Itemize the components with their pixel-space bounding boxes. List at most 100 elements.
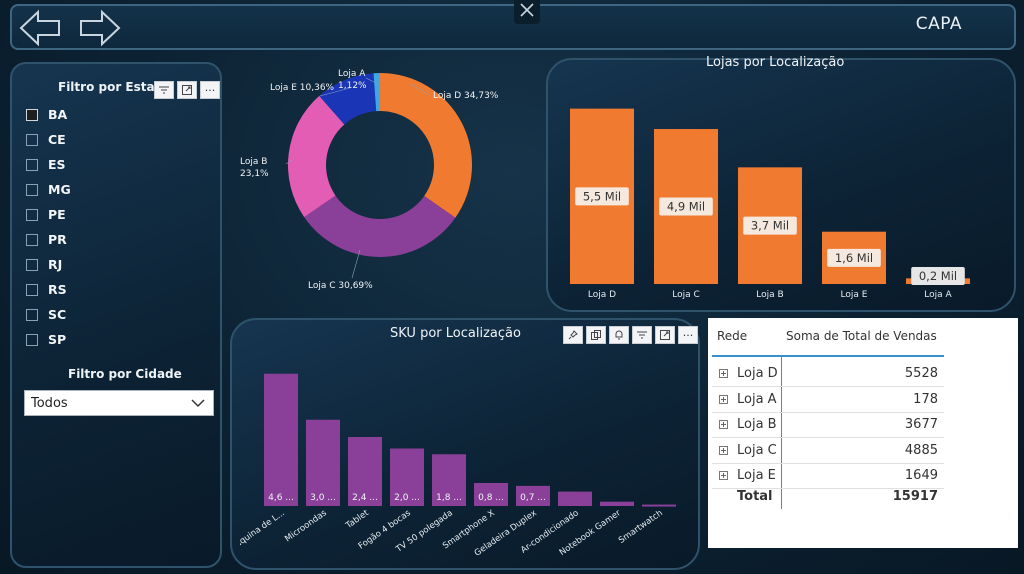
axis-label: Loja E xyxy=(841,290,868,300)
donut-slice-loja-c[interactable] xyxy=(304,195,456,257)
state-item[interactable]: ES xyxy=(26,152,71,177)
checkbox[interactable] xyxy=(26,133,38,146)
checkbox[interactable] xyxy=(26,333,38,346)
axis-label: Smartwatch xyxy=(617,508,665,546)
city-dropdown-value: Todos xyxy=(31,395,68,411)
copy-button[interactable] xyxy=(586,326,606,344)
expand-icon xyxy=(182,85,192,95)
sku-bar-chart: 4,6 ... Máquina de L... 3,0 ... Microondas 2… xyxy=(240,373,676,559)
axis-label: Loja B xyxy=(756,290,783,300)
chevron-down-icon xyxy=(191,399,205,408)
state-label: PE xyxy=(48,207,66,222)
expand-icon[interactable] xyxy=(719,420,728,429)
table-row[interactable]: Loja B 3677 xyxy=(712,413,944,438)
donut-leader-line xyxy=(351,249,361,279)
stores-bar-chart: 5,5 Mil Loja D 4,9 Mil Loja C 3,7 Mil Loja B 1… xyxy=(570,108,970,300)
state-label: RJ xyxy=(48,257,63,272)
bar[interactable] xyxy=(558,491,592,506)
more-options-button[interactable]: ··· xyxy=(200,81,220,99)
checkbox[interactable] xyxy=(26,308,38,321)
checkbox[interactable] xyxy=(26,108,38,121)
row-name: Loja E xyxy=(737,468,776,483)
donut-slice-loja-d[interactable] xyxy=(380,73,472,218)
bar[interactable] xyxy=(390,448,424,507)
state-label: RS xyxy=(48,282,67,297)
alert-button[interactable] xyxy=(609,326,629,344)
expand-icon[interactable] xyxy=(719,471,728,480)
table-header-total[interactable]: Soma de Total de Vendas xyxy=(786,329,937,343)
row-name: Loja B xyxy=(737,417,777,432)
bar[interactable] xyxy=(516,485,550,506)
donut-leader-line xyxy=(285,159,293,165)
data-label: 2,0 ... xyxy=(394,493,420,503)
row-divider xyxy=(712,462,944,464)
donut-leader-line xyxy=(319,87,351,97)
state-item[interactable]: RJ xyxy=(26,252,71,277)
state-item[interactable]: SC xyxy=(26,302,71,327)
state-label: BA xyxy=(48,107,68,122)
state-item[interactable]: SP xyxy=(26,327,71,352)
bar[interactable] xyxy=(600,501,634,506)
table-row[interactable]: Loja A 178 xyxy=(712,388,944,413)
bar[interactable] xyxy=(306,419,340,506)
state-label: ES xyxy=(48,157,66,172)
checkbox[interactable] xyxy=(26,208,38,221)
state-item[interactable]: BA xyxy=(26,102,71,127)
filter-button[interactable] xyxy=(154,81,174,99)
data-label: 2,4 ... xyxy=(352,493,378,503)
state-item[interactable]: PR xyxy=(26,227,71,252)
top-bar xyxy=(10,4,1016,50)
data-label-box xyxy=(827,248,881,267)
state-label: MG xyxy=(48,182,71,197)
copy-icon xyxy=(591,330,601,340)
expand-icon[interactable] xyxy=(719,369,728,378)
bar[interactable] xyxy=(474,483,508,506)
city-dropdown[interactable]: Todos xyxy=(24,390,214,416)
data-label: 3,0 ... xyxy=(310,493,336,503)
table-row[interactable]: Loja E 1649 xyxy=(712,464,944,489)
state-item[interactable]: MG xyxy=(26,177,71,202)
close-button[interactable] xyxy=(514,0,540,24)
state-label: SP xyxy=(48,332,67,347)
table-row[interactable]: Loja C 4885 xyxy=(712,439,944,464)
state-label: PR xyxy=(48,232,67,247)
arrow-left-icon[interactable] xyxy=(18,8,62,48)
row-divider xyxy=(712,411,944,413)
expand-icon[interactable] xyxy=(719,394,728,404)
focus-mode-button[interactable] xyxy=(655,326,675,344)
filter-button[interactable] xyxy=(632,326,652,344)
bar[interactable] xyxy=(348,437,382,506)
axis-label: Loja C xyxy=(672,290,700,300)
donut-slice-loja-b[interactable] xyxy=(288,95,345,218)
state-filter-title: Filtro por Estado xyxy=(58,80,158,94)
checkbox[interactable] xyxy=(26,233,38,246)
data-label: 0,7 ... xyxy=(520,493,546,503)
more-options-button[interactable]: ··· xyxy=(678,326,698,344)
expand-icon[interactable] xyxy=(719,445,728,455)
checkbox[interactable] xyxy=(26,283,38,296)
data-label: 5,5 Mil xyxy=(583,189,621,203)
axis-label: Loja D xyxy=(588,290,616,300)
donut-label: Loja C 30,69% xyxy=(308,281,373,291)
state-item[interactable]: CE xyxy=(26,127,71,152)
donut-slice-loja-e[interactable] xyxy=(319,73,377,125)
checkbox[interactable] xyxy=(26,183,38,196)
bar[interactable] xyxy=(432,454,466,506)
axis-label: Máquina de L... xyxy=(240,508,287,554)
row-value: 178 xyxy=(913,391,938,407)
checkbox[interactable] xyxy=(26,258,38,271)
state-label: CE xyxy=(48,132,66,147)
bar[interactable] xyxy=(642,504,676,507)
table-header-rede[interactable]: Rede xyxy=(717,329,748,343)
focus-mode-button[interactable] xyxy=(177,81,197,99)
arrow-right-icon[interactable] xyxy=(78,8,122,48)
data-label-box xyxy=(911,267,965,285)
checkbox[interactable] xyxy=(26,158,38,171)
row-value: 4885 xyxy=(904,442,938,458)
bar[interactable] xyxy=(264,373,298,506)
state-item[interactable]: PE xyxy=(26,202,71,227)
table-row[interactable]: Loja D 5528 xyxy=(712,362,944,387)
sku-toolbar: ··· xyxy=(563,326,698,344)
state-item[interactable]: RS xyxy=(26,277,71,302)
pin-button[interactable] xyxy=(563,326,583,344)
